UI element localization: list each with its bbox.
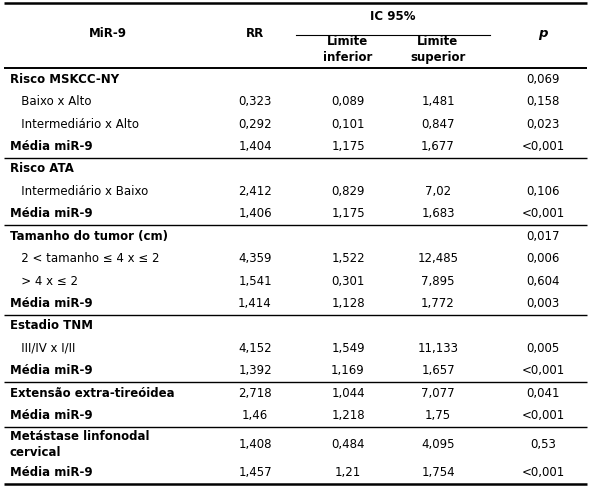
Text: 0,829: 0,829: [331, 185, 365, 198]
Text: 0,484: 0,484: [331, 438, 365, 451]
Text: 0,017: 0,017: [526, 230, 560, 243]
Text: 1,21: 1,21: [335, 466, 361, 479]
Text: > 4 x ≤ 2: > 4 x ≤ 2: [10, 274, 78, 288]
Text: IC 95%: IC 95%: [370, 10, 415, 24]
Text: 1,683: 1,683: [421, 207, 454, 220]
Text: 7,895: 7,895: [421, 274, 454, 288]
Text: Média miR-9: Média miR-9: [10, 297, 93, 310]
Text: Extensão extra-tireóidea: Extensão extra-tireóidea: [10, 387, 174, 400]
Text: 2 < tamanho ≤ 4 x ≤ 2: 2 < tamanho ≤ 4 x ≤ 2: [10, 252, 160, 265]
Text: 1,175: 1,175: [331, 140, 365, 153]
Text: Intermediário x Alto: Intermediário x Alto: [10, 118, 139, 130]
Text: Limite
superior: Limite superior: [410, 35, 466, 64]
Text: <0,001: <0,001: [521, 207, 564, 220]
Text: Média miR-9: Média miR-9: [10, 207, 93, 220]
Text: 0,101: 0,101: [331, 118, 365, 130]
Text: MiR-9: MiR-9: [89, 27, 127, 40]
Text: 7,02: 7,02: [425, 185, 451, 198]
Text: 0,089: 0,089: [332, 95, 365, 108]
Text: 7,077: 7,077: [421, 387, 455, 400]
Text: Limite
inferior: Limite inferior: [323, 35, 373, 64]
Text: 1,175: 1,175: [331, 207, 365, 220]
Text: 11,133: 11,133: [417, 342, 459, 355]
Text: Intermediário x Baixo: Intermediário x Baixo: [10, 185, 148, 198]
Text: 0,301: 0,301: [332, 274, 365, 288]
Text: 1,408: 1,408: [238, 438, 272, 451]
Text: 0,847: 0,847: [421, 118, 454, 130]
Text: Risco ATA: Risco ATA: [10, 162, 74, 175]
Text: 12,485: 12,485: [417, 252, 459, 265]
Text: III/IV x I/II: III/IV x I/II: [10, 342, 76, 355]
Text: Risco MSKCC-NY: Risco MSKCC-NY: [10, 73, 119, 86]
Text: <0,001: <0,001: [521, 409, 564, 422]
Text: 1,218: 1,218: [331, 409, 365, 422]
Text: 1,406: 1,406: [238, 207, 272, 220]
Text: 1,414: 1,414: [238, 297, 272, 310]
Text: 0,158: 0,158: [527, 95, 560, 108]
Text: 4,359: 4,359: [238, 252, 272, 265]
Text: 4,095: 4,095: [421, 438, 454, 451]
Text: <0,001: <0,001: [521, 466, 564, 479]
Text: 2,718: 2,718: [238, 387, 272, 400]
Text: 1,481: 1,481: [421, 95, 455, 108]
Text: 0,323: 0,323: [238, 95, 272, 108]
Text: RR: RR: [246, 27, 264, 40]
Text: 0,106: 0,106: [526, 185, 560, 198]
Text: 2,412: 2,412: [238, 185, 272, 198]
Text: 1,044: 1,044: [331, 387, 365, 400]
Text: 1,549: 1,549: [331, 342, 365, 355]
Text: 1,541: 1,541: [238, 274, 272, 288]
Text: 0,53: 0,53: [530, 438, 556, 451]
Text: 1,772: 1,772: [421, 297, 455, 310]
Text: 1,404: 1,404: [238, 140, 272, 153]
Text: 0,006: 0,006: [527, 252, 560, 265]
Text: <0,001: <0,001: [521, 364, 564, 377]
Text: 1,75: 1,75: [425, 409, 451, 422]
Text: 1,677: 1,677: [421, 140, 455, 153]
Text: <0,001: <0,001: [521, 140, 564, 153]
Text: 0,003: 0,003: [527, 297, 560, 310]
Text: Metástase linfonodal
cervical: Metástase linfonodal cervical: [10, 430, 150, 459]
Text: 1,457: 1,457: [238, 466, 272, 479]
Text: 0,041: 0,041: [526, 387, 560, 400]
Text: Estadio TNM: Estadio TNM: [10, 319, 93, 332]
Text: Baixo x Alto: Baixo x Alto: [10, 95, 92, 108]
Text: Tamanho do tumor (cm): Tamanho do tumor (cm): [10, 230, 168, 243]
Text: 1,128: 1,128: [331, 297, 365, 310]
Text: 4,152: 4,152: [238, 342, 272, 355]
Text: 1,392: 1,392: [238, 364, 272, 377]
Text: 1,46: 1,46: [242, 409, 268, 422]
Text: Média miR-9: Média miR-9: [10, 364, 93, 377]
Text: 1,657: 1,657: [421, 364, 455, 377]
Text: Média miR-9: Média miR-9: [10, 409, 93, 422]
Text: 0,005: 0,005: [527, 342, 560, 355]
Text: 0,292: 0,292: [238, 118, 272, 130]
Text: 0,604: 0,604: [526, 274, 560, 288]
Text: Média miR-9: Média miR-9: [10, 140, 93, 153]
Text: 0,023: 0,023: [527, 118, 560, 130]
Text: 1,754: 1,754: [421, 466, 455, 479]
Text: 0,069: 0,069: [526, 73, 560, 86]
Text: 1,169: 1,169: [331, 364, 365, 377]
Text: 1,522: 1,522: [331, 252, 365, 265]
Text: Média miR-9: Média miR-9: [10, 466, 93, 479]
Text: p: p: [538, 27, 548, 40]
